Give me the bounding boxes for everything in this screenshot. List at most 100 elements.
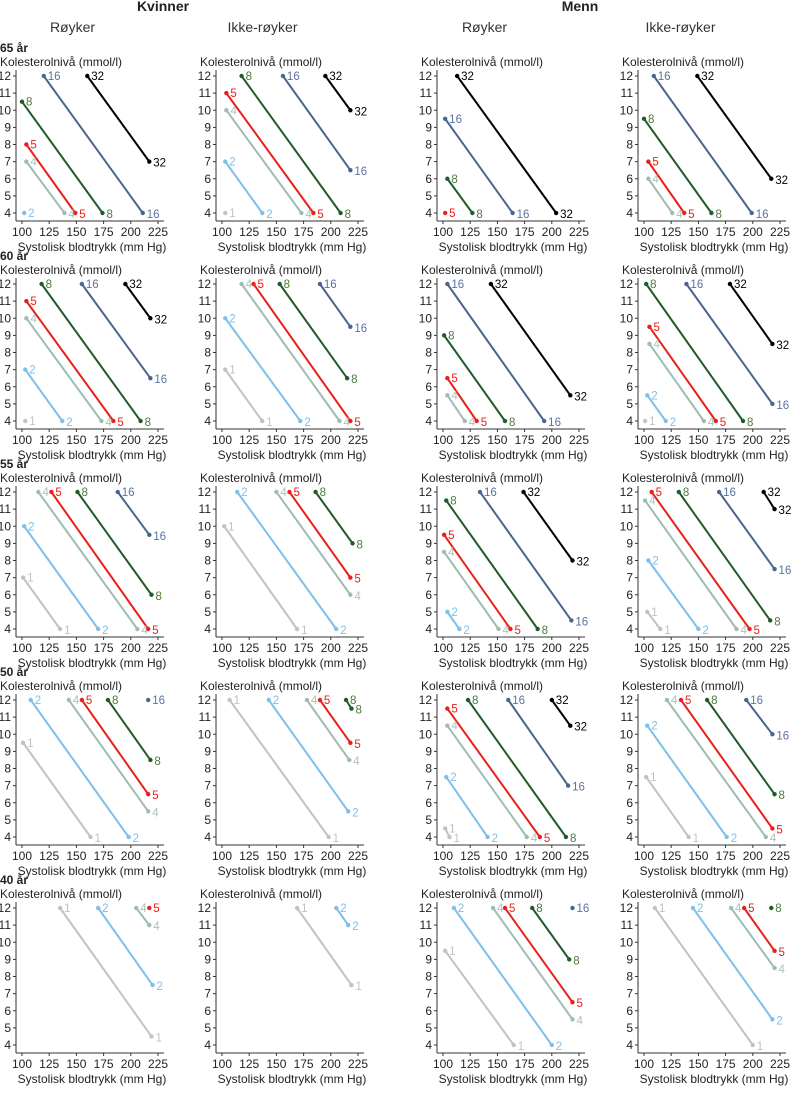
risk-label-end: 4 [354,591,361,603]
risk-label-end: 1 [155,1032,161,1044]
y-tick-label: 12 [0,693,11,707]
x-axis-title: Systolisk blodtrykk (mm Hg) [640,864,789,878]
risk-label-end: 2 [352,921,358,933]
x-tick-label: 175 [94,433,114,447]
risk-label-end: 5 [779,947,785,959]
risk-point-end-32 [570,558,575,563]
y-tick-label: 11 [0,86,11,100]
x-tick-label: 225 [770,641,790,655]
x-tick-label: 125 [239,1057,259,1071]
y-tick-label: 7 [4,363,11,377]
panel-menn-smoker-65: Kolesterolnivå (mmol/l) 4 5 6 7 8 9 10 11 12 100 12… [419,55,590,254]
y-tick-label: 12 [419,901,433,915]
risk-point-start-4 [647,341,652,347]
risk-label-end: 32 [574,722,587,734]
x-tick-label: 175 [515,641,535,655]
risk-label-start: 2 [241,487,247,499]
risk-point-start-16 [477,489,483,495]
x-tick-label: 200 [121,433,141,447]
risk-point-start-5 [741,905,747,911]
x-tick-label: 100 [433,1057,453,1071]
risk-label-end: 5 [152,625,158,637]
y-tick-label: 9 [4,328,11,342]
risk-line-8 [107,699,152,761]
risk-label-end: 4 [531,833,538,845]
risk-point-end-32 [772,506,777,512]
y-tick-label: 6 [204,796,211,810]
risk-label-start: 4 [140,903,147,915]
y-axis-title: Kolesterolnivå (mmol/l) [200,679,322,693]
risk-label-start: 1 [229,208,235,220]
x-tick-label: 225 [348,1057,368,1071]
x-tick-label: 225 [148,849,168,863]
risk-label-end: 5 [354,417,360,429]
risk-point-end-32 [770,341,775,347]
risk-label-end: 4 [779,964,786,976]
risk-point-start-5 [49,489,54,495]
risk-point-end-4 [99,418,104,424]
risk-point-end-32 [568,393,573,398]
risk-line-5 [319,699,352,744]
risk-point-start-8 [530,905,535,911]
risk-label-start: 1 [29,416,35,428]
x-axis-title: Systolisk blodtrykk (mm Hg) [640,1072,789,1086]
risk-point-end-4 [701,418,707,424]
risk-point-start-32 [695,73,700,79]
risk-point-end-8 [768,618,773,623]
risk-label-start: 4 [671,695,678,707]
y-tick-label: 10 [620,311,634,325]
risk-label-start: 16 [48,71,61,83]
risk-label-start: 4 [30,157,37,169]
risk-point-end-16 [541,418,547,424]
risk-point-start-4 [445,723,450,728]
y-tick-label: 7 [425,363,432,377]
risk-label-start: 1 [229,365,235,377]
y-axis-title: Kolesterolnivå (mmol/l) [0,679,122,693]
risk-point-end-5 [570,999,575,1005]
x-tick-label: 150 [688,1057,708,1071]
risk-label-end: 2 [556,1041,562,1053]
risk-line-32 [456,75,557,214]
risk-point-start-16 [744,697,749,703]
y-tick-label: 6 [626,1004,633,1018]
x-tick-label: 225 [770,225,790,239]
risk-point-start-4 [304,697,310,703]
risk-label-start: 32 [329,71,342,83]
risk-line-5 [446,377,478,422]
risk-label-start: 1 [659,903,665,915]
risk-point-start-8 [343,697,349,703]
risk-line-2 [646,725,728,838]
y-tick-label: 11 [420,86,433,100]
risk-label-start: 8 [246,71,252,83]
x-tick-label: 100 [634,225,654,239]
y-tick-label: 11 [420,502,433,516]
y-tick-label: 8 [4,138,11,152]
y-tick-label: 10 [198,103,212,117]
risk-point-start-32 [761,489,766,495]
risk-line-2 [453,907,553,1046]
y-tick-label: 4 [425,206,432,220]
risk-line-4 [492,907,574,1020]
risk-point-end-2 [150,982,155,988]
y-axis-title: Kolesterolnivå (mmol/l) [622,55,744,69]
risk-line-1 [224,369,264,422]
risk-label-end: 16 [354,166,367,178]
x-tick-label: 225 [770,849,790,863]
risk-label-start: 16 [658,71,671,83]
x-tick-label: 225 [348,641,368,655]
risk-point-start-1 [20,575,26,580]
risk-point-start-8 [105,697,111,703]
y-tick-label: 6 [4,172,11,186]
y-tick-label: 12 [620,485,634,499]
y-tick-label: 10 [198,311,212,325]
risk-line-16 [81,283,152,379]
y-axis-title: Kolesterolnivå (mmol/l) [0,887,122,901]
risk-point-start-4 [36,489,41,495]
x-tick-label: 225 [770,1057,790,1071]
x-tick-label: 125 [39,849,59,863]
y-tick-label: 10 [198,727,212,741]
risk-label-end: 32 [153,158,166,170]
risk-point-start-5 [24,142,29,147]
